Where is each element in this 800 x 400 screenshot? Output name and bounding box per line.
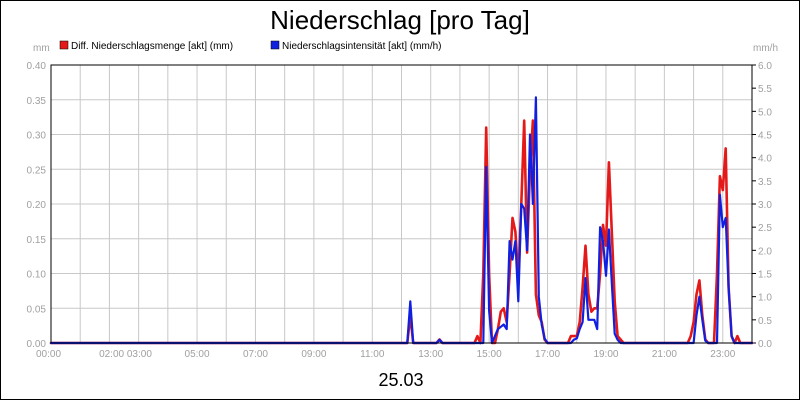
- y-right-tick-label: 5.0: [758, 107, 772, 118]
- y-right-tick-label: 4.5: [758, 131, 772, 142]
- grid: [51, 64, 752, 344]
- legend-label-menge: Diff. Niederschlagsmenge [akt] (mm): [71, 41, 233, 52]
- x-tick-label: 15:00: [477, 349, 502, 360]
- y-right-tick-label: 2.5: [758, 223, 772, 234]
- y-right-tick-label: 5.5: [758, 84, 772, 95]
- y-right-tick-label: 6.0: [758, 61, 772, 72]
- y-right-tick-label: 0.5: [758, 316, 772, 327]
- x-tick-label: 00:00: [36, 349, 61, 360]
- x-tick-label: 07:00: [243, 349, 268, 360]
- y-right-tick-label: 2.0: [758, 246, 772, 257]
- date-label: 25.03: [378, 370, 423, 390]
- legend: Diff. Niederschlagsmenge [akt] (mm) Nied…: [59, 40, 442, 52]
- y-right-tick-label: 1.0: [758, 293, 772, 304]
- y-right-unit: mm/h: [753, 43, 778, 54]
- y-left-tick-label: 0.40: [27, 61, 47, 72]
- y-left-tick-label: 0.30: [27, 131, 47, 142]
- y-left-unit: mm: [33, 43, 50, 54]
- plot-border: [50, 64, 753, 344]
- y-right-tick-label: 4.0: [758, 154, 772, 165]
- y-left-tick-label: 0.10: [27, 270, 47, 281]
- x-tick-label: 21:00: [652, 349, 677, 360]
- y-left-tick-label: 0.05: [27, 304, 47, 315]
- legend-swatch-intensitaet: [270, 40, 280, 50]
- x-tick-label: 02:00 03:00: [99, 349, 152, 360]
- x-tick-label: 13:00: [418, 349, 443, 360]
- y-right-tick-label: 3.0: [758, 200, 772, 211]
- chart-title: Niederschlag [pro Tag]: [270, 5, 530, 35]
- axis-ticks: 0.00 0.05 0.10 0.15 0.20 0.25 0.30 0.35 0.40 0.0 0…: [27, 61, 773, 360]
- y-right-tick-label: 3.5: [758, 177, 772, 188]
- y-left-tick-label: 0.00: [27, 339, 47, 350]
- y-left-tick-label: 0.35: [27, 96, 47, 107]
- y-left-tick-label: 0.20: [27, 200, 47, 211]
- x-tick-label: 09:00: [301, 349, 326, 360]
- x-tick-label: 05:00: [185, 349, 210, 360]
- y-right-tick-label: 1.5: [758, 270, 772, 281]
- x-tick-label: 11:00: [360, 349, 385, 360]
- x-tick-label: 19:00: [593, 349, 618, 360]
- legend-label-intensitaet: Niederschlagsintensität [akt] (mm/h): [282, 41, 442, 52]
- y-left-tick-label: 0.15: [27, 235, 47, 246]
- y-right-tick-label: 0.0: [758, 339, 772, 350]
- y-left-tick-label: 0.25: [27, 165, 47, 176]
- x-tick-label: 23:00: [710, 349, 735, 360]
- legend-swatch-menge: [59, 40, 69, 50]
- x-tick-label: 17:00: [535, 349, 560, 360]
